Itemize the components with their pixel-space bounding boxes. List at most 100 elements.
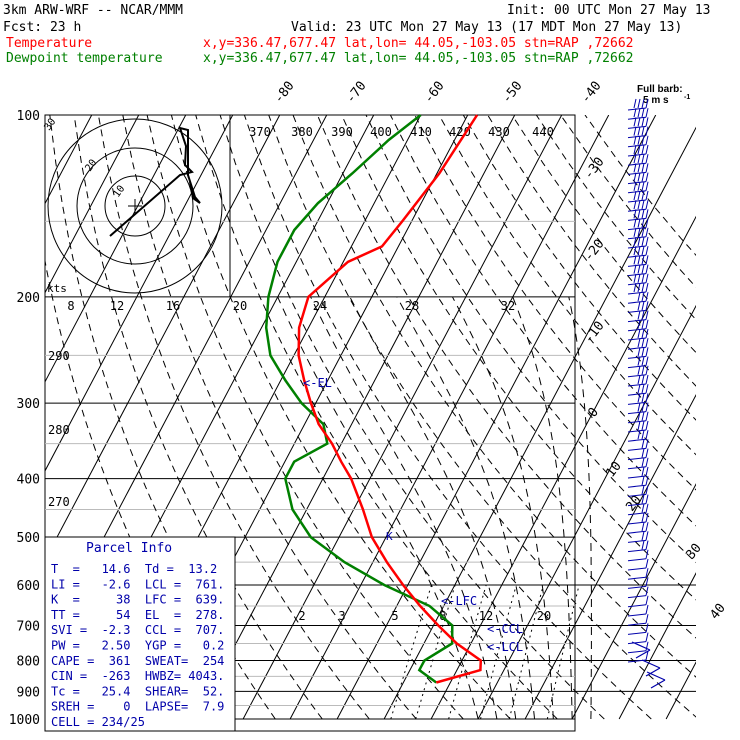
isotherm (195, 115, 516, 720)
wind-barb-flag (641, 236, 645, 247)
wind-barb-flag (645, 282, 649, 293)
model-title: 3km ARW-WRF -- NCAR/MMM (3, 3, 183, 18)
wind-barb-flag (641, 135, 645, 145)
pressure-label-600: 600 (17, 579, 40, 594)
wind-barb (627, 273, 649, 286)
moist-adiabat (568, 296, 592, 719)
wind-barb (627, 347, 649, 359)
wind-barb-flag (645, 163, 649, 173)
pressure-label-300: 300 (17, 397, 40, 412)
wind-barb-flag (641, 356, 645, 366)
wind-barb-flag (637, 374, 641, 385)
wind-barb-low (646, 671, 666, 689)
wind-barb-flag (645, 209, 649, 219)
wind-barb (627, 402, 649, 415)
pressure-label-700: 700 (17, 619, 40, 634)
wind-barb-flag (641, 402, 645, 412)
wind-barb (627, 218, 649, 231)
wind-barb-flag (633, 218, 637, 228)
wind-barb (627, 448, 649, 461)
dewpoint-location: x,y=336.47,677.47 lat,lon= 44.05,-103.05… (203, 51, 633, 66)
mixing-ratio-line (480, 584, 517, 720)
wind-barb-flag (637, 172, 641, 182)
wind-barb-staff (627, 328, 647, 332)
wind-barb-flag (633, 117, 637, 127)
hodograph-speed-label: 8 (67, 299, 74, 313)
el-annotation: <-EL (303, 376, 332, 390)
wind-barb-flag (645, 218, 649, 228)
wind-barb-flag (645, 227, 649, 237)
wind-barb-flag (641, 218, 645, 228)
wind-barb-flag (645, 641, 649, 651)
wind-barb-flag (645, 457, 649, 467)
mixing-ratio-line (508, 584, 544, 720)
wind-barb-flag (645, 108, 649, 118)
wind-barb-flag (641, 255, 645, 265)
parcel-info-row: K = 38 LFC = 639. (51, 593, 224, 607)
wind-barb-staff (627, 549, 647, 553)
hodograph-speed-label: 24 (313, 299, 327, 313)
wind-barb (627, 292, 649, 304)
wind-barb-flag (645, 623, 649, 633)
parcel-info-panel: Parcel Info T = 14.6 Td = 13.2LI = -2.6 … (44, 536, 236, 732)
wind-barb-staff (627, 365, 647, 369)
isotherm-label: -40 (578, 79, 604, 107)
wind-barb-flag (637, 292, 641, 302)
wind-barb-flag (645, 246, 649, 256)
wind-barb-flag (641, 108, 645, 118)
wind-barb-flag (633, 209, 637, 219)
wind-barb-flag (641, 448, 645, 458)
wind-barb (627, 365, 649, 378)
wind-barb-staff (627, 125, 647, 129)
wind-barb-flag (641, 246, 645, 256)
wind-barb-flag (641, 227, 645, 237)
wind-barb (627, 586, 649, 599)
hodograph-speed-labels: 8 12 16 20 24 28 32 (67, 299, 515, 313)
wind-barb-flag (637, 190, 641, 201)
wind-barb (627, 117, 649, 129)
wind-barb-flag (633, 135, 637, 145)
wind-barb-flag (645, 420, 649, 431)
wind-barb-flag (633, 98, 637, 109)
wind-barb-staff (627, 374, 647, 378)
wind-barb (627, 172, 649, 185)
wind-barb-flag (637, 282, 641, 293)
wind-barb-staff (627, 604, 647, 608)
wind-barb-flag (645, 476, 649, 486)
pressure-label-800: 800 (17, 654, 40, 669)
wind-barb-flag (645, 374, 649, 385)
wind-barb-flag (641, 540, 645, 550)
wind-barb-flag (645, 172, 649, 182)
wind-barb (627, 328, 649, 341)
wind-barb (627, 310, 649, 323)
isotherm (242, 115, 563, 720)
wind-barb-flag (637, 108, 641, 118)
wind-barb-flag (637, 227, 641, 237)
hodograph-ring-label: 20 (83, 158, 99, 174)
wind-barb-flag (633, 264, 637, 274)
dry-adiabat (414, 115, 696, 491)
wind-barb-flag (641, 439, 645, 449)
wind-barb (627, 512, 649, 525)
wind-barb-flag (637, 310, 641, 320)
wind-barb-staff (627, 282, 647, 286)
wind-barb-staff (627, 521, 647, 525)
wind-barb-staff (627, 181, 647, 185)
barb-legend-sup: -1 (684, 94, 690, 101)
wind-barb-staff (627, 263, 647, 267)
mixing-ratio-line (390, 584, 432, 720)
wind-barb-flag (641, 466, 645, 477)
wind-barb-flag (637, 200, 641, 210)
hodograph-speed-label: 28 (405, 299, 419, 313)
wind-barb-flag (637, 246, 641, 256)
wind-barb-flag (641, 264, 645, 274)
wind-barb-staff (627, 245, 647, 249)
wind-barb-flag (645, 503, 649, 513)
parcel-info-row: PW = 2.50 YGP = 0.2 (51, 639, 224, 653)
wind-barb (627, 457, 649, 470)
wind-barb-flag (645, 98, 649, 109)
wind-barb (627, 531, 649, 543)
wind-barb-flag (641, 190, 645, 201)
dewpoint-legend: Dewpoint temperature (6, 51, 163, 66)
wind-barb-flag (641, 384, 645, 394)
